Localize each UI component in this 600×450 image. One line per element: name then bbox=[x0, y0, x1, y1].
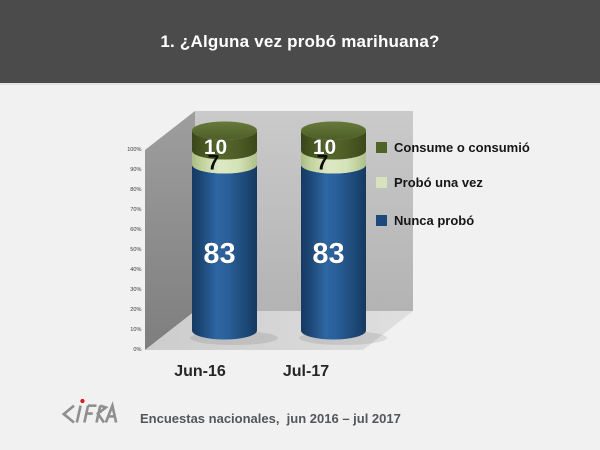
segment-consume bbox=[301, 130, 366, 160]
y-tick: 80% bbox=[130, 187, 141, 193]
legend-label: Nunca probó bbox=[394, 213, 475, 228]
source-note: Encuestas nacionales, jun 2016 – jul 201… bbox=[140, 411, 401, 426]
cylinder-top-face bbox=[192, 121, 257, 140]
cylinder-jul-17: 10 7 83 bbox=[301, 121, 366, 340]
value-label-consume: 10 bbox=[313, 136, 336, 159]
cylinder-top-face bbox=[301, 121, 366, 140]
segment-probo-una-vez bbox=[301, 150, 366, 174]
legend-item-consume: Consume o consumió bbox=[376, 140, 530, 155]
legend-label: Consume o consumió bbox=[394, 140, 530, 155]
y-tick: 10% bbox=[130, 327, 141, 333]
value-label-probo-una-vez: 7 bbox=[317, 152, 329, 175]
cifra-logo-icon bbox=[61, 398, 118, 424]
segment-nunca-probo bbox=[192, 164, 257, 340]
y-axis: 100% 90% 80% 70% 60% 50% 40% 30% 20% 10%… bbox=[127, 147, 141, 353]
y-tick: 20% bbox=[130, 307, 141, 313]
category-label-jul-17: Jul-17 bbox=[282, 363, 330, 380]
legend-item-nunca-probo: Nunca probó bbox=[376, 213, 474, 228]
y-tick: 30% bbox=[130, 287, 141, 293]
y-tick: 0% bbox=[133, 347, 141, 353]
segment-probo-una-vez bbox=[192, 150, 257, 174]
value-label-nunca-probo: 83 bbox=[203, 238, 235, 270]
value-label-probo-una-vez: 7 bbox=[208, 152, 220, 175]
y-tick: 50% bbox=[130, 247, 141, 253]
legend-item-probo-una-vez: Probó una vez bbox=[376, 175, 483, 190]
y-tick: 40% bbox=[130, 267, 141, 273]
legend-swatch-icon bbox=[376, 215, 387, 226]
side-wall bbox=[145, 111, 195, 350]
y-tick: 100% bbox=[127, 147, 141, 153]
cylinder-jun-16: 10 7 83 bbox=[192, 121, 257, 340]
value-label-nunca-probo: 83 bbox=[312, 238, 344, 270]
segment-nunca-probo bbox=[301, 164, 366, 340]
y-tick: 70% bbox=[130, 207, 141, 213]
y-tick: 60% bbox=[130, 227, 141, 233]
legend-swatch-icon bbox=[376, 177, 387, 188]
legend-label: Probó una vez bbox=[394, 175, 483, 190]
title-bar: 1. ¿Alguna vez probó marihuana? bbox=[0, 0, 600, 85]
value-label-consume: 10 bbox=[204, 136, 227, 159]
segment-consume bbox=[192, 130, 257, 160]
legend-swatch-icon bbox=[376, 142, 387, 153]
category-label-jun-16: Jun-16 bbox=[174, 363, 226, 380]
y-tick: 90% bbox=[130, 167, 141, 173]
page-title: 1. ¿Alguna vez probó marihuana? bbox=[160, 31, 440, 51]
